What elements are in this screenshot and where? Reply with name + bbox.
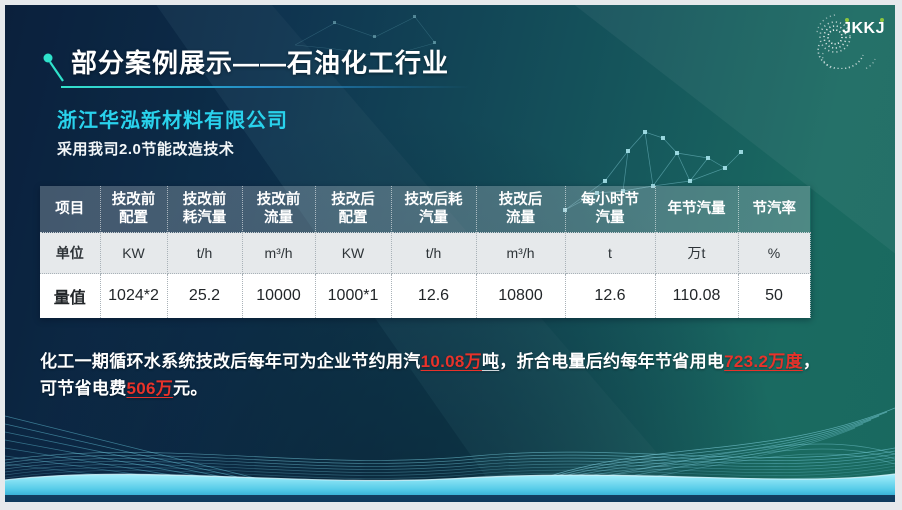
- case-table: 项目 技改前 配置 技改前 耗汽量 技改前 流量 技改后 配置 技改后耗 汽量 …: [40, 186, 811, 318]
- header-cell-hourly-saving: 每小时节 汽量: [565, 186, 656, 233]
- value-cell: 50: [738, 273, 811, 318]
- logo-swirl-icon: [816, 14, 876, 73]
- unit-cell: KW: [100, 232, 168, 274]
- value-cell: 1000*1: [315, 273, 392, 318]
- unit-cell: 万t: [655, 232, 739, 274]
- summary-segment: 吨: [481, 352, 500, 371]
- table-value-row: 量值 1024*2 25.2 10000 1000*1 12.6 10800 1…: [40, 273, 811, 318]
- page-title: 部分案例展示——石油化工行业: [71, 48, 450, 78]
- value-cell: 10000: [242, 273, 316, 318]
- header-cell-post-config: 技改后 配置: [315, 186, 392, 233]
- unit-cell: %: [738, 232, 811, 274]
- unit-cell: KW: [315, 232, 392, 274]
- table-unit-row: 单位 KW t/h m³/h KW t/h m³/h t 万t %: [40, 232, 811, 274]
- value-cell: 12.6: [391, 273, 477, 318]
- summary-segment: 化工一期循环水系统技改后每年可为企业节约用汽: [40, 352, 421, 371]
- summary-segment: ，折合电量后约每年节省用电: [499, 352, 725, 371]
- unit-cell: m³/h: [476, 232, 566, 274]
- logo: JKKJ: [813, 11, 891, 73]
- summary-highlight-steam: 10.08万: [420, 352, 482, 371]
- title-bullet-icon: [43, 53, 64, 82]
- title-underline: [61, 86, 491, 88]
- summary-segment: ，: [802, 352, 821, 371]
- header-cell-project: 项目: [40, 186, 101, 233]
- unit-row-label: 单位: [40, 232, 101, 274]
- tech-subtitle: 采用我司2.0节能改造技术: [57, 141, 235, 158]
- unit-cell: t/h: [167, 232, 243, 274]
- unit-cell: m³/h: [242, 232, 316, 274]
- logo-dot-icon: [880, 18, 884, 22]
- value-cell: 10800: [476, 273, 566, 318]
- header-cell-pre-config: 技改前 配置: [100, 186, 168, 233]
- wave-decoration: [5, 407, 895, 502]
- header-cell-saving-rate: 节汽率: [738, 186, 810, 233]
- header-cell-post-flow: 技改后 流量: [476, 186, 566, 233]
- value-row-label: 量值: [40, 273, 101, 318]
- summary-highlight-electricity: 723.2万度: [724, 352, 803, 371]
- value-cell: 1024*2: [100, 273, 168, 318]
- logo-text: JKKJ: [842, 20, 885, 37]
- summary-segment: 可节省电费: [40, 379, 127, 398]
- unit-cell: t/h: [391, 232, 477, 274]
- case-table-wrap: 项目 技改前 配置 技改前 耗汽量 技改前 流量 技改后 配置 技改后耗 汽量 …: [40, 186, 811, 318]
- summary-text: 化工一期循环水系统技改后每年可为企业节约用汽10.08万吨，折合电量后约每年节省…: [40, 348, 886, 402]
- summary-segment: 元。: [173, 379, 208, 398]
- unit-cell: t: [565, 232, 656, 274]
- value-cell: 12.6: [565, 273, 656, 318]
- header-cell-pre-flow: 技改前 流量: [242, 186, 316, 233]
- slide-canvas: JKKJ 部分案例展示——石油化工行业 浙江华泓新材料有限公司 采用我司2.0节…: [5, 5, 895, 502]
- title-row: 部分案例展示——石油化工行业: [41, 43, 491, 88]
- value-cell: 110.08: [655, 273, 739, 318]
- logo-dot-icon: [845, 18, 849, 22]
- header-cell-yearly-saving: 年节汽量: [655, 186, 739, 233]
- value-cell: 25.2: [167, 273, 243, 318]
- company-name: 浙江华泓新材料有限公司: [57, 110, 288, 132]
- table-header-row: 项目 技改前 配置 技改前 耗汽量 技改前 流量 技改后 配置 技改后耗 汽量 …: [40, 186, 810, 233]
- header-cell-post-steam: 技改后耗 汽量: [391, 186, 477, 233]
- header-cell-pre-steam: 技改前 耗汽量: [167, 186, 243, 233]
- summary-highlight-cost: 506万: [126, 379, 174, 398]
